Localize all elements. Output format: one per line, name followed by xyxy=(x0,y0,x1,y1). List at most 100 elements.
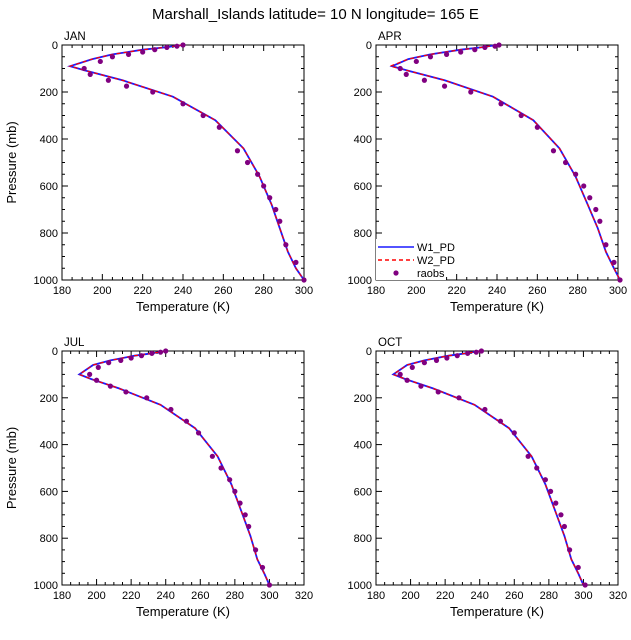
w1_pd-line xyxy=(66,44,305,281)
raobs-point xyxy=(421,360,427,366)
raobs-point xyxy=(409,364,415,370)
x-tick-label: 240 xyxy=(471,590,489,602)
raobs-point xyxy=(125,51,132,58)
raobs-point xyxy=(498,101,504,107)
raobs-point xyxy=(561,523,568,530)
raobs-point xyxy=(542,477,549,483)
raobs-point xyxy=(511,430,517,436)
y-tick-label: 0 xyxy=(52,346,58,358)
raobs-point xyxy=(109,54,116,60)
raobs-point xyxy=(242,512,248,518)
raobs-point xyxy=(246,523,252,530)
raobs-point xyxy=(558,512,564,518)
raobs-point xyxy=(200,112,206,119)
x-tick-label: 260 xyxy=(214,285,232,297)
raobs-point xyxy=(617,277,623,283)
raobs-point xyxy=(273,206,279,213)
y-tick-label: 400 xyxy=(354,134,372,146)
x-tick-label: 200 xyxy=(407,285,425,297)
raobs-point xyxy=(123,389,129,395)
panel-label: APR xyxy=(378,31,402,43)
raobs-point xyxy=(413,58,419,65)
x-tick-label: 260 xyxy=(191,590,209,602)
raobs-point xyxy=(593,206,599,213)
x-tick-label: 280 xyxy=(568,285,586,297)
legend-label: W1_PD xyxy=(417,242,455,254)
raobs-point xyxy=(482,406,488,413)
panel-label: OCT xyxy=(378,337,402,349)
legend-marker xyxy=(393,270,399,276)
y-tick-label: 1000 xyxy=(348,580,372,592)
raobs-point xyxy=(478,348,485,354)
x-tick-label: 280 xyxy=(540,590,558,602)
y-axis-label: Pressure (mb) xyxy=(4,427,19,509)
y-axis-label: Pressure (mb) xyxy=(4,121,19,203)
raobs-point xyxy=(403,71,409,77)
raobs-point xyxy=(456,395,462,401)
raobs-point xyxy=(105,77,111,83)
raobs-point xyxy=(128,355,134,361)
x-tick-label: 300 xyxy=(295,285,313,297)
y-tick-label: 600 xyxy=(40,486,58,498)
raobs-point xyxy=(492,43,498,49)
raobs-point xyxy=(573,171,579,177)
raobs-point xyxy=(168,406,174,413)
panel-label: JUL xyxy=(64,337,85,349)
raobs-point xyxy=(261,183,267,189)
raobs-point xyxy=(107,383,113,389)
raobs-point xyxy=(106,360,112,366)
raobs-point xyxy=(87,71,93,77)
w2_pd-line xyxy=(388,44,621,281)
raobs-point xyxy=(180,42,186,48)
panel-label: JAN xyxy=(64,31,86,43)
x-tick-label: 300 xyxy=(260,590,278,602)
y-tick-label: 800 xyxy=(40,228,58,240)
raobs-point xyxy=(418,383,424,389)
raobs-point xyxy=(118,357,124,363)
x-tick-label: 300 xyxy=(609,285,627,297)
y-tick-label: 400 xyxy=(354,440,372,452)
y-tick-label: 1000 xyxy=(348,275,372,287)
y-tick-label: 0 xyxy=(52,40,58,52)
raobs-point xyxy=(468,89,474,95)
raobs-point xyxy=(87,371,93,377)
raobs-point xyxy=(293,259,299,265)
raobs-point xyxy=(163,348,169,354)
raobs-point xyxy=(547,488,554,494)
x-axis-label: Temperature (K) xyxy=(136,299,230,314)
x-tick-label: 180 xyxy=(53,285,71,297)
w2_pd-line xyxy=(78,350,270,586)
raobs-point xyxy=(81,65,87,72)
y-tick-label: 0 xyxy=(366,40,372,52)
raobs-point xyxy=(518,112,524,119)
raobs-point xyxy=(427,54,434,60)
raobs-point xyxy=(140,49,146,55)
raobs-point xyxy=(174,43,180,49)
x-tick-label: 180 xyxy=(53,590,71,602)
raobs-point xyxy=(567,547,573,553)
panel-jul: JUL 180 200 220 240 260 280 300 320 0 200 400 600 800… xyxy=(4,337,313,619)
raobs-point xyxy=(597,218,603,224)
raobs-point xyxy=(454,353,460,359)
x-tick-label: 280 xyxy=(254,285,272,297)
raobs-point xyxy=(397,371,403,377)
x-tick-label: 200 xyxy=(93,285,111,297)
raobs-point xyxy=(473,349,479,355)
y-tick-label: 800 xyxy=(40,533,58,545)
raobs-point xyxy=(421,77,427,83)
raobs-point xyxy=(472,47,478,53)
raobs-point xyxy=(465,350,471,356)
raobs-point xyxy=(138,353,145,359)
y-tick-label: 600 xyxy=(354,486,372,498)
y-tick-label: 1000 xyxy=(34,275,58,287)
x-tick-label: 240 xyxy=(157,590,175,602)
raobs-point xyxy=(435,389,441,395)
raobs-point xyxy=(525,453,531,459)
x-tick-label: 220 xyxy=(133,285,151,297)
raobs-point xyxy=(180,101,186,107)
raobs-point xyxy=(164,44,170,50)
raobs-point xyxy=(267,195,273,201)
x-tick-label: 240 xyxy=(488,285,506,297)
